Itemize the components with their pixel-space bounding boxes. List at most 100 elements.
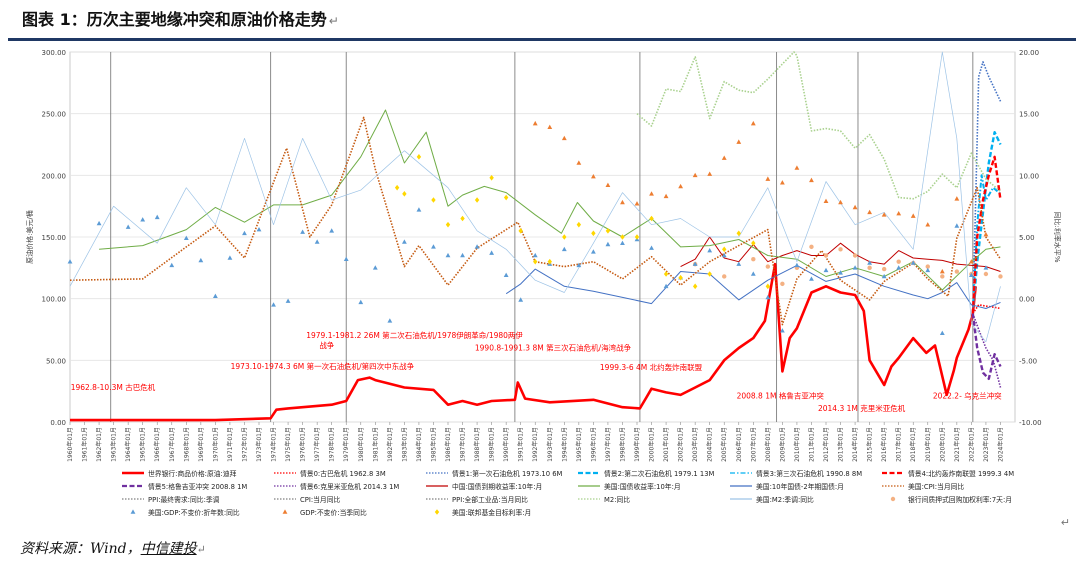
data-point: [343, 256, 349, 261]
series-8: [680, 236, 1001, 272]
series-line: [972, 304, 1001, 314]
data-point: [779, 180, 785, 185]
y-right-tick-label: 15.00: [1019, 111, 1039, 119]
annotation: 1973.10-1974.3 6M 第一次石油危机/第四次中东战争: [231, 361, 415, 371]
data-point: [707, 171, 713, 176]
data-point: [852, 265, 858, 270]
data-point: [314, 239, 320, 244]
x-tick-label: 2019年01月: [924, 427, 932, 462]
data-point: [736, 230, 741, 237]
data-point: [968, 259, 974, 264]
legend-label: 情景4:北约轰炸南联盟 1999.3 4M: [908, 469, 1014, 478]
data-point: [169, 262, 175, 268]
data-point: [765, 294, 771, 300]
data-point: [242, 230, 247, 236]
data-point: [605, 182, 611, 187]
data-point: [823, 267, 829, 273]
data-point: [881, 212, 887, 217]
x-tick-label: 1967年01月: [168, 427, 176, 462]
y-right-tick-label: 10.00: [1019, 172, 1039, 180]
data-point: [721, 155, 727, 160]
series-line: [972, 313, 1002, 388]
annotation: 1962.8-10.3M 古巴危机: [71, 382, 156, 392]
data-point: [765, 283, 771, 290]
x-tick-label: 1992年01月: [531, 427, 539, 462]
x-tick-label: 1973年01月: [255, 427, 263, 462]
x-tick-label: 1977年01月: [313, 427, 321, 462]
x-tick-label: 2008年01月: [764, 427, 772, 462]
data-point: [547, 124, 553, 130]
end-mark-icon: ↵: [1060, 517, 1070, 529]
x-tick-label: 1961年01月: [81, 427, 89, 462]
legend-label: 情景3:第三次石油危机 1990.8 8M: [756, 469, 862, 478]
x-tick-label: 2024年01月: [996, 427, 1004, 462]
y-right-tick-label: 5.00: [1019, 234, 1035, 242]
legend-item: 世界银行:商品价格:原油:迪拜: [122, 469, 237, 478]
data-point: [939, 268, 945, 274]
data-point: [954, 269, 960, 274]
x-tick-label: 1969年01月: [197, 427, 205, 462]
source-name: Wind，: [90, 541, 141, 557]
data-point: [780, 281, 785, 287]
legend-marker: [282, 509, 288, 514]
data-point: [940, 274, 945, 279]
data-point: [183, 235, 189, 241]
annotation: 2022.2- 乌克兰冲突: [933, 391, 1002, 401]
x-tick-label: 2002年01月: [677, 427, 685, 462]
data-point: [925, 267, 931, 273]
legend-label: PPI:全部工业品:当月同比: [452, 495, 528, 504]
data-point: [431, 197, 436, 203]
legend-item: 美国:10年国债-2年期国债:月: [730, 482, 844, 491]
legend-item: 美国:联邦基金目标利率:月: [434, 508, 531, 517]
data-point: [547, 258, 552, 265]
data-point: [663, 193, 669, 199]
data-point: [954, 196, 960, 201]
series-line: [680, 236, 1001, 272]
series-line: [70, 262, 977, 422]
legend-marker: [890, 496, 896, 502]
data-point: [634, 201, 640, 206]
data-point: [925, 222, 931, 227]
x-tick-label: 2020年01月: [938, 427, 946, 462]
data-point: [416, 207, 422, 212]
series-16: [532, 120, 989, 274]
data-point: [460, 252, 465, 258]
series-15: [67, 207, 989, 335]
x-tick-label: 1970年01月: [211, 427, 219, 462]
annotation: 1990.8-1991.3 8M 第三次石油危机/海湾战争: [475, 342, 632, 352]
series-line: [971, 174, 1002, 314]
legend-label: CPI:当月同比: [300, 495, 341, 504]
legend-label: 世界银行:商品价格:原油:迪拜: [148, 469, 237, 478]
annotation: 1999.3-6 4M 北约轰炸南联盟: [600, 362, 703, 372]
x-tick-label: 1976年01月: [299, 427, 307, 462]
data-point: [503, 272, 509, 278]
data-point: [401, 239, 407, 244]
x-tick-label: 2010年01月: [793, 427, 801, 462]
legend-label: 情景1:第一次石油危机 1973.10 6M: [452, 469, 563, 478]
x-tick-label: 1987年01月: [459, 427, 467, 462]
legend-label: M2:同比: [604, 495, 630, 504]
data-point: [910, 260, 916, 265]
source-org: 中信建投: [140, 541, 197, 557]
legend-item: M2:同比: [578, 495, 630, 504]
legend-label: 情景5:格鲁吉亚冲突 2008.8 1M: [148, 482, 247, 491]
series-1: [972, 304, 1001, 314]
legend-marker: [130, 509, 136, 514]
data-point: [431, 244, 436, 249]
data-point: [562, 234, 567, 240]
x-tick-label: 2007年01月: [749, 427, 757, 462]
data-point: [939, 330, 945, 335]
data-point: [794, 262, 800, 268]
x-tick-label: 1997年01月: [604, 427, 612, 462]
x-tick-label: 2009年01月: [778, 427, 786, 462]
y-left-tick-label: 150.00: [42, 234, 67, 242]
x-tick-label: 1979年01月: [342, 427, 350, 462]
data-point: [692, 172, 698, 178]
page-title: 图表 1：历次主要地缘冲突和原油价格走势 ↵: [22, 6, 339, 30]
legend-label: 美国:GDP:不变价:折年数:同比: [148, 508, 240, 517]
data-point: [707, 271, 712, 277]
data-point: [256, 227, 262, 232]
data-point: [590, 249, 596, 254]
data-point: [881, 266, 887, 272]
data-point: [867, 265, 872, 271]
